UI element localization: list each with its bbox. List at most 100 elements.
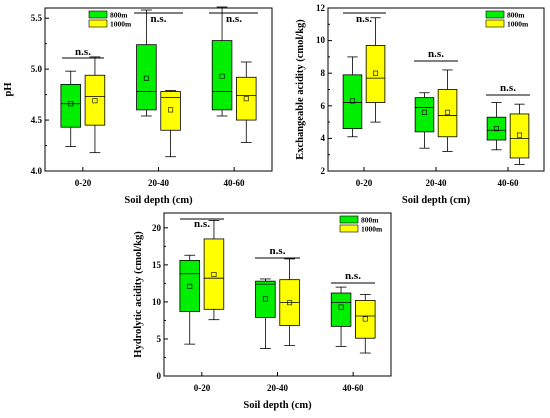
exchangeable-y-tick-label: 8 [321,68,326,78]
exchangeable-box-layer [328,7,530,172]
exchangeable-y-tick-label: 12 [316,3,326,13]
hydrolytic-acidity-panel: Hydrolytic acidity (cmol/kg) Soil depth … [133,212,392,411]
exchangeable-box-800m [342,56,363,138]
exchangeable-y-tick-label: 6 [321,101,326,111]
ph-mean-marker [68,101,74,107]
exchangeable-box-iqr [365,45,386,103]
exchangeable-legend-label-1000m: 1000m [507,20,529,29]
exchangeable-x-tick-label: 20-40 [426,178,447,188]
ph-box-1000m [84,56,106,154]
exchangeable-mean-marker [445,109,451,115]
exchangeable-y-tick-label: 10 [316,35,326,45]
exchangeable-mean-marker [349,98,355,104]
hydrolytic-legend-swatch-1000m [339,224,359,233]
hydrolytic-box-iqr [203,238,225,310]
hydrolytic-x-axis-label: Soil depth (cm) [243,400,312,411]
ph-significance-label: n.s. [151,13,167,25]
hydrolytic-mean-marker [262,296,268,302]
exchangeable-y-tick-label: 4 [321,133,326,143]
hydrolytic-y-tick-label: 10 [152,297,162,307]
ph-x-tick-label: 20-40 [148,178,169,188]
exchangeable-mean-marker [421,109,427,115]
hydrolytic-box-800m [330,286,352,347]
hydrolytic-box-800m [179,254,200,345]
exchangeable-legend-label-800m: 800m [507,11,525,20]
ph-mean-marker [143,75,149,81]
exchangeable-x-tick-label: 0-20 [356,178,373,188]
hydrolytic-y-axis-label: Hydrolytic acidity (cmol/kg) [133,231,144,358]
exchangeable-legend: 800m 1000m [485,10,529,29]
exchangeable-box-800m [486,102,507,151]
ph-box-1000m [236,61,257,143]
ph-y-tick-label: 4.5 [31,115,43,125]
hydrolytic-x-tick-label: 0-20 [194,383,211,393]
hydrolytic-box-iqr [179,260,200,312]
ph-plot-frame [44,7,273,172]
ph-box-layer [45,6,257,172]
hydrolytic-box-iqr [330,292,352,327]
ph-box-iqr [84,74,106,126]
ph-box-iqr [211,40,233,111]
hydrolytic-box-1000m [279,258,300,347]
exchangeable-box-iqr [342,74,363,130]
exchangeable-x-tick-label: 40-60 [498,178,519,188]
ph-y-axis-label: pH [3,82,14,96]
ph-box-1000m [160,90,181,158]
hydrolytic-legend: 800m 1000m [339,215,383,234]
exchangeable-box-iqr [486,116,507,141]
exchangeable-mean-marker [373,70,379,76]
hydrolytic-mean-marker [187,283,193,289]
exchangeable-significance-label: n.s. [356,13,372,25]
hydrolytic-y-tick-label: 0 [157,371,162,381]
hydrolytic-legend-label-1000m: 1000m [361,225,383,234]
hydrolytic-mean-marker [338,304,344,310]
exchangeable-y-axis-label: Exchangeable acidity (cmol/kg) [295,19,306,160]
ph-legend: 800m 1000m [88,11,132,29]
exchangeable-mean-marker [493,126,499,132]
ph-box-iqr [136,44,157,111]
hydrolytic-legend-swatch-800m [339,215,359,224]
exchangeable-legend-swatch-1000m [485,19,505,28]
exchangeable-box-1000m [509,103,530,165]
hydrolytic-y-tick-label: 15 [152,260,162,270]
ph-y-tick-label: 4.0 [31,166,43,176]
ph-legend-swatch-1000m [88,19,108,28]
ph-mean-marker [243,96,249,102]
exchangeable-box-800m [414,92,435,149]
hydrolytic-mean-marker [287,300,293,306]
exchangeable-box-iqr [437,89,458,138]
hydrolytic-box-800m [255,278,276,349]
hydrolytic-legend-label-800m: 800m [361,216,379,225]
exchangeable-significance-label: n.s. [500,82,516,94]
ph-x-axis-label: Soil depth (cm) [124,195,193,206]
ph-legend-label-800m: 800m [110,11,128,20]
exchangeable-box-1000m [437,69,458,152]
exchangeable-box-iqr [509,113,530,159]
exchangeable-significance-label: n.s. [428,48,444,60]
hydrolytic-significance-label: n.s. [345,270,361,282]
ph-box-800m [60,70,81,147]
exchangeable-legend-swatch-800m [485,10,505,19]
exchangeable-box-1000m [365,17,386,123]
hydrolytic-plot-frame [163,212,392,377]
ph-x-tick-label: 0-20 [75,178,92,188]
ph-mean-marker [92,98,98,104]
hydrolytic-y-tick-label: 5 [157,334,162,344]
ph-box-800m [136,9,157,117]
ph-significance-label: n.s. [75,46,91,58]
ph-box-iqr [236,76,257,121]
ph-box-iqr [160,91,181,131]
exchangeable-y-tick-label: 2 [321,166,326,176]
hydrolytic-box-1000m [355,294,376,354]
ph-box-800m [211,6,233,117]
exchangeable-x-axis-label: Soil depth (cm) [402,195,471,206]
hydrolytic-mean-marker [362,316,368,322]
hydrolytic-mean-marker [211,271,217,277]
hydrolytic-significance-label: n.s. [270,245,286,257]
hydrolytic-significance-label: n.s. [194,218,210,230]
ph-significance-label: n.s. [226,13,242,25]
ph-mean-marker [168,107,174,113]
ph-y-tick-label: 5.0 [31,64,43,74]
ph-mean-marker [219,73,225,79]
